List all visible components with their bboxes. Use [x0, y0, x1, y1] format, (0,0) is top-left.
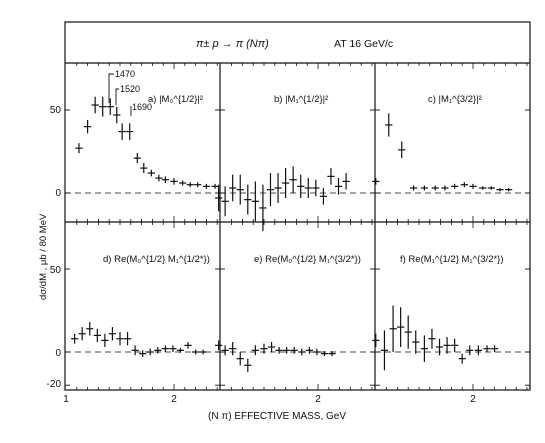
y-tick-label-top-0: 0: [55, 188, 61, 199]
chart-marks: [65, 63, 530, 390]
y-tick-label-top-50: 50: [50, 105, 62, 116]
chart-subtitle: AT 16 GeV/c: [334, 38, 393, 50]
x-tick-label-2-panel2: 2: [315, 394, 321, 405]
x-tick-label-2-panel1: 2: [171, 394, 177, 405]
panel-label-d: d) Re(M₀^{1/2} M₁^{1/2*}): [103, 254, 210, 265]
resonance-label-1520: 1520: [120, 84, 140, 94]
y-tick-label-bottom-neg20: -20: [47, 379, 62, 390]
y-axis-label: dσ/dM , μb / 80 MeV: [38, 213, 49, 300]
x-tick-label-1: 1: [63, 394, 69, 405]
panel-label-a: a) |M₀^{1/2}|²: [148, 94, 203, 105]
y-tick-label-bottom-0: 0: [55, 348, 61, 359]
resonance-pointer-1470: [108, 73, 114, 103]
x-tick-label-2-panel3: 2: [470, 394, 476, 405]
panel-label-c: c) |M₁^{3/2}|²: [428, 94, 482, 105]
panel-label-e: e) Re(M₀^{1/2} M₁^{3/2*}): [254, 254, 361, 265]
chart-title: π± p → π (Nπ): [196, 38, 269, 50]
plot-frame: [64, 21, 531, 391]
y-tick-label-bottom-50: 50: [50, 265, 62, 276]
resonance-label-1690: 1690: [132, 102, 152, 112]
resonance-label-1470: 1470: [115, 69, 135, 79]
panel-label-f: f) Re(M₁^{1/2} M₁^{3/2*}): [400, 254, 504, 265]
x-axis-label: (N π) EFFECTIVE MASS, GeV: [208, 411, 346, 422]
panel-label-b: b) |M₁^{1/2}|²: [274, 94, 328, 105]
resonance-pointer-1520: [115, 88, 119, 105]
